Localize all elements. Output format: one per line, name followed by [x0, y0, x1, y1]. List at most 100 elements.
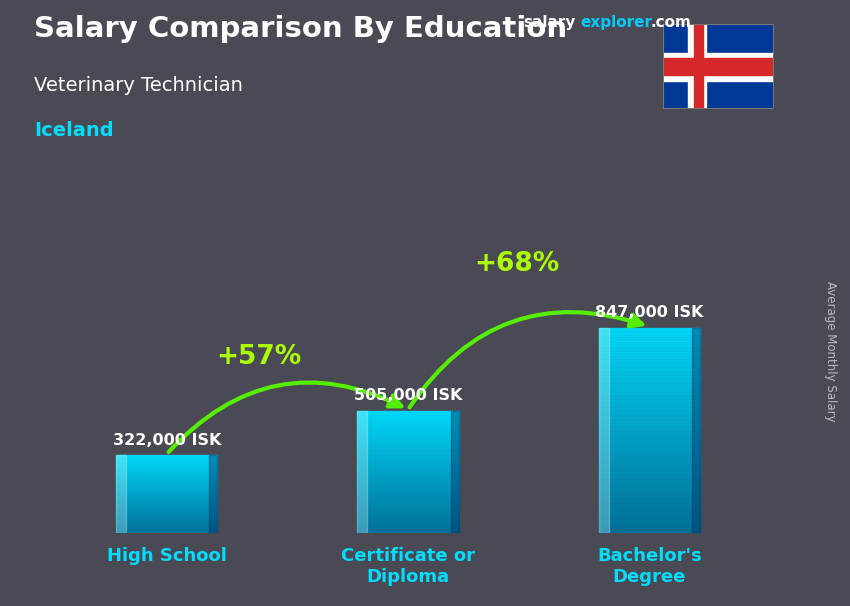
Bar — [116, 472, 218, 473]
Bar — [116, 498, 218, 499]
Bar — [357, 462, 459, 463]
Bar — [357, 451, 459, 453]
Bar — [598, 413, 700, 415]
Text: Iceland: Iceland — [34, 121, 114, 140]
Bar — [357, 529, 459, 530]
Bar — [116, 509, 218, 510]
Bar — [598, 511, 700, 513]
Bar — [357, 432, 459, 433]
Bar — [116, 483, 218, 484]
Text: 322,000 ISK: 322,000 ISK — [112, 433, 221, 448]
Bar — [598, 467, 700, 468]
Bar — [357, 516, 459, 517]
Bar — [598, 370, 700, 372]
Bar — [598, 386, 700, 388]
Bar — [116, 466, 218, 467]
Bar — [116, 456, 218, 457]
Bar — [598, 362, 700, 364]
Bar — [116, 511, 218, 512]
Bar — [116, 481, 218, 482]
Bar — [116, 494, 218, 495]
Bar — [357, 413, 459, 414]
Bar — [598, 329, 700, 331]
Bar — [116, 497, 218, 498]
Bar — [598, 357, 700, 359]
Bar — [116, 526, 218, 527]
Bar — [357, 515, 459, 516]
Bar — [357, 473, 459, 474]
Bar — [598, 415, 700, 417]
Bar — [116, 500, 218, 501]
Bar — [116, 471, 218, 472]
Bar — [598, 513, 700, 514]
Bar — [357, 464, 459, 465]
Bar — [357, 510, 459, 511]
Bar — [598, 364, 700, 365]
Bar — [598, 525, 700, 527]
Bar — [116, 462, 218, 463]
Bar — [357, 512, 459, 513]
Bar — [598, 328, 700, 329]
Bar — [598, 425, 700, 427]
Bar — [598, 331, 700, 333]
Bar — [598, 427, 700, 428]
Bar — [116, 531, 218, 532]
Bar — [357, 513, 459, 514]
Bar — [598, 463, 700, 465]
Bar — [116, 508, 218, 509]
Bar — [357, 491, 459, 493]
Bar — [598, 482, 700, 484]
Bar — [598, 528, 700, 530]
Bar — [598, 514, 700, 516]
Bar — [357, 531, 459, 532]
Bar — [357, 504, 459, 505]
Bar — [116, 482, 218, 483]
Text: 847,000 ISK: 847,000 ISK — [595, 305, 704, 321]
Bar — [598, 454, 700, 456]
Bar — [357, 478, 459, 479]
Bar — [598, 523, 700, 525]
Bar — [116, 491, 218, 492]
Bar — [116, 516, 218, 517]
Bar — [116, 484, 218, 485]
Bar — [357, 509, 459, 510]
Text: 505,000 ISK: 505,000 ISK — [354, 388, 462, 404]
Bar — [357, 514, 459, 515]
Bar — [598, 381, 700, 382]
Bar — [357, 530, 459, 531]
Bar — [357, 476, 459, 477]
Bar — [357, 468, 459, 469]
Bar — [357, 453, 459, 454]
Bar — [663, 53, 774, 81]
Bar — [357, 448, 459, 450]
Bar — [598, 451, 700, 453]
Bar — [598, 420, 700, 422]
Bar — [357, 505, 459, 507]
Bar — [116, 520, 218, 521]
Bar — [598, 351, 700, 353]
Bar — [116, 515, 218, 516]
Bar — [116, 461, 218, 462]
Bar — [357, 417, 459, 418]
Bar — [598, 468, 700, 470]
Bar — [357, 520, 459, 521]
Bar — [598, 527, 700, 528]
Bar — [357, 459, 459, 460]
Bar — [598, 485, 700, 487]
Bar — [357, 488, 459, 489]
Bar — [357, 430, 459, 431]
Bar — [598, 506, 700, 508]
Bar — [598, 405, 700, 407]
Bar — [116, 470, 218, 471]
Bar — [598, 355, 700, 357]
Bar — [598, 398, 700, 399]
Text: salary: salary — [523, 15, 575, 30]
Bar — [357, 527, 459, 528]
Bar — [357, 428, 459, 429]
Bar — [357, 444, 459, 445]
Bar — [598, 336, 700, 338]
Bar — [357, 508, 459, 509]
Bar — [598, 388, 700, 389]
Bar — [116, 469, 218, 470]
Bar — [598, 470, 700, 471]
